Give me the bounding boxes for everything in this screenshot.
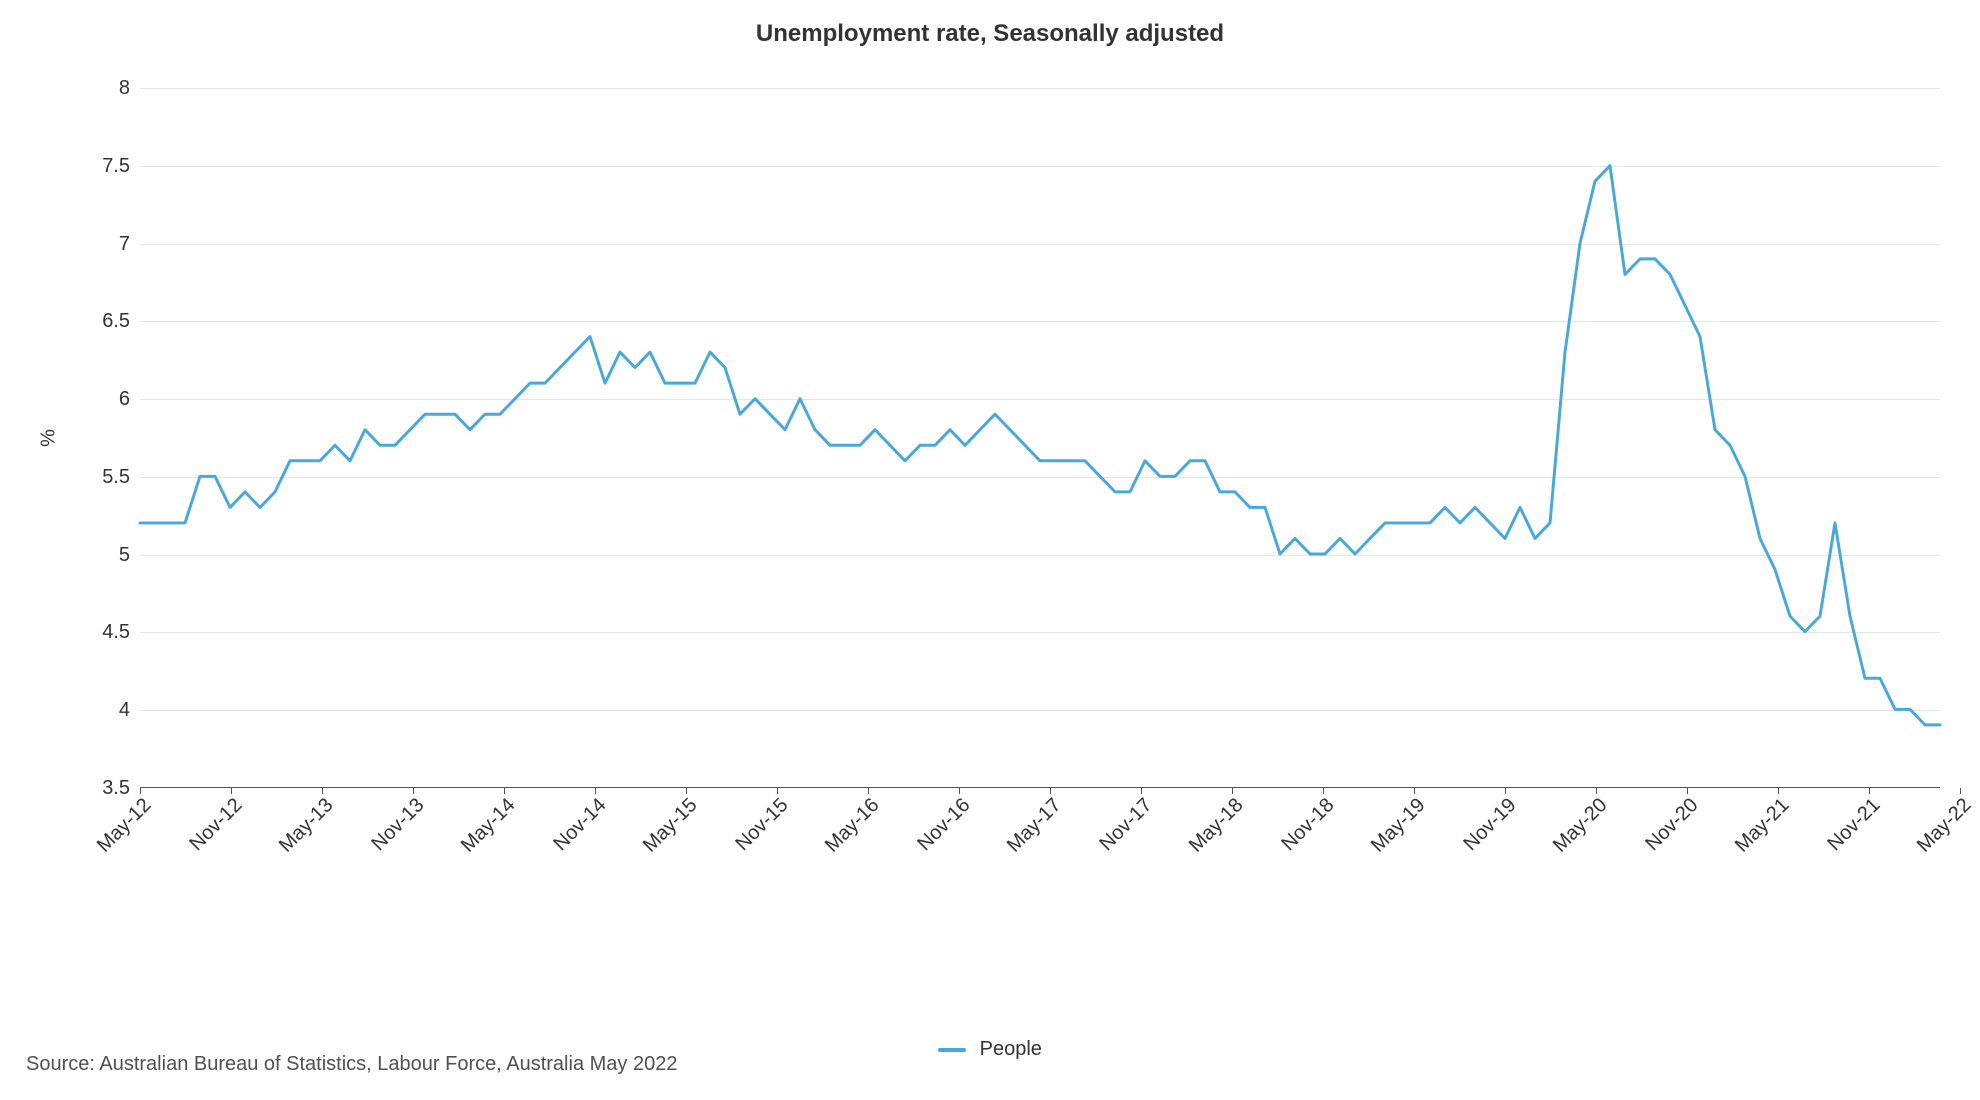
- x-tick: Nov-12: [185, 794, 247, 856]
- x-tick: May-18: [1185, 794, 1248, 857]
- legend-label: People: [980, 1038, 1042, 1060]
- line-series: [140, 88, 1940, 787]
- x-axis: May-12Nov-12May-13Nov-13May-14Nov-14May-…: [140, 788, 1960, 908]
- x-tick: May-15: [639, 794, 702, 857]
- x-tick: Nov-20: [1641, 794, 1703, 856]
- x-tick: May-14: [457, 794, 520, 857]
- x-tick: May-17: [1003, 794, 1066, 857]
- x-tick: Nov-19: [1459, 794, 1521, 856]
- x-tick: May-16: [821, 794, 884, 857]
- chart-area: % 87.576.565.554.543.5: [80, 88, 1940, 788]
- chart-container: Unemployment rate, Seasonally adjusted %…: [0, 0, 1980, 1100]
- chart-title: Unemployment rate, Seasonally adjusted: [40, 20, 1940, 48]
- x-tick: Nov-21: [1823, 794, 1885, 856]
- x-tick: Nov-16: [913, 794, 975, 856]
- source-text: Source: Australian Bureau of Statistics,…: [26, 1053, 677, 1076]
- x-tick: May-20: [1549, 794, 1612, 857]
- x-tick: May-19: [1367, 794, 1430, 857]
- x-tick: Nov-15: [731, 794, 793, 856]
- y-axis-label: %: [37, 429, 60, 447]
- plot-area: [140, 88, 1940, 788]
- legend-swatch: [938, 1048, 966, 1052]
- x-tick: Nov-18: [1277, 794, 1339, 856]
- series-line: [140, 166, 1940, 725]
- x-tick: May-22: [1913, 794, 1976, 857]
- y-axis: 87.576.565.554.543.5: [80, 88, 140, 788]
- x-tick: Nov-14: [549, 794, 611, 856]
- x-tick: May-21: [1731, 794, 1794, 857]
- x-tick: May-13: [275, 794, 338, 857]
- x-tick: Nov-13: [367, 794, 429, 856]
- x-tick: May-12: [93, 794, 156, 857]
- x-tick: Nov-17: [1095, 794, 1157, 856]
- x-tick-mark: [1960, 788, 1961, 794]
